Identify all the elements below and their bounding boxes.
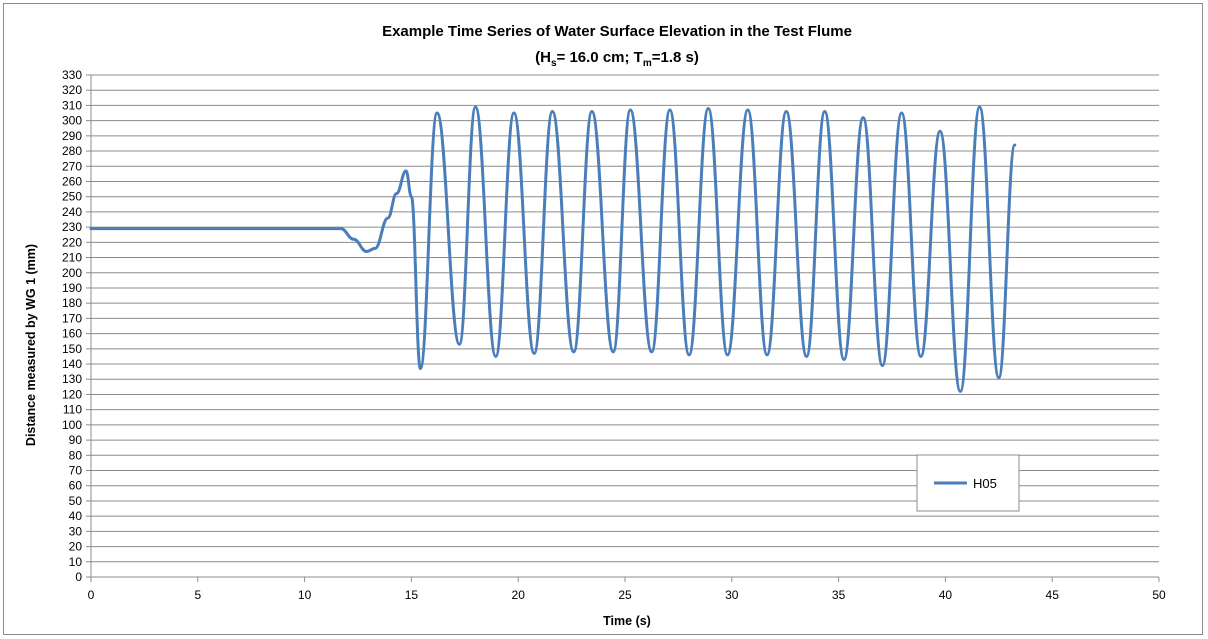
y-tick-label: 160 — [62, 327, 82, 341]
y-tick-label: 210 — [62, 251, 82, 265]
x-tick-label: 20 — [512, 588, 526, 602]
y-tick-label: 90 — [69, 433, 83, 447]
chart-frame: Example Time Series of Water Surface Ele… — [3, 3, 1203, 635]
y-tick-label: 260 — [62, 174, 82, 188]
y-tick-label: 130 — [62, 372, 82, 386]
y-tick-label: 230 — [62, 220, 82, 234]
y-tick-label: 150 — [62, 342, 82, 356]
subtitle-hs-subscript: s — [551, 58, 557, 69]
y-tick-label: 10 — [69, 555, 83, 569]
y-tick-label: 120 — [62, 387, 82, 401]
y-tick-label: 40 — [69, 509, 83, 523]
y-tick-label: 220 — [62, 235, 82, 249]
x-tick-label: 5 — [194, 588, 201, 602]
y-tick-label: 300 — [62, 114, 82, 128]
legend-box — [916, 454, 1020, 512]
chart-title: Example Time Series of Water Surface Ele… — [382, 23, 852, 40]
x-axis-tick-labels: 0 5 10 15 20 25 30 35 40 45 50 — [88, 588, 1166, 602]
x-tick-label: 30 — [725, 588, 739, 602]
y-tick-label: 320 — [62, 83, 82, 97]
y-tick-label: 30 — [69, 524, 83, 538]
y-tick-label: 270 — [62, 159, 82, 173]
y-tick-label: 330 — [62, 68, 82, 82]
x-tick-label: 25 — [618, 588, 632, 602]
y-tick-label: 80 — [69, 448, 83, 462]
x-tick-label: 0 — [88, 588, 95, 602]
legend-label: H05 — [973, 476, 997, 491]
y-tick-label: 240 — [62, 205, 82, 219]
line-chart: Example Time Series of Water Surface Ele… — [24, 23, 1166, 628]
y-tick-label: 250 — [62, 190, 82, 204]
x-tick-label: 15 — [405, 588, 419, 602]
y-tick-label: 20 — [69, 540, 83, 554]
y-tick-label: 110 — [63, 403, 82, 417]
x-tick-label: 10 — [298, 588, 312, 602]
y-tick-label: 100 — [62, 418, 82, 432]
y-tick-label: 290 — [62, 129, 82, 143]
legend: H05 — [916, 454, 1020, 512]
subtitle-tm-subscript: m — [643, 58, 652, 69]
y-tick-label: 280 — [62, 144, 82, 158]
x-tick-label: 50 — [1152, 588, 1166, 602]
y-axis-title: Distance measured by WG 1 (mm) — [24, 244, 38, 446]
x-tick-label: 45 — [1046, 588, 1060, 602]
y-tick-label: 170 — [62, 311, 82, 325]
y-tick-label: 200 — [62, 266, 82, 280]
chart-subtitle: (Hs= 16.0 cm; Tm=1.8 s) — [535, 49, 699, 69]
y-tick-label: 190 — [62, 281, 82, 295]
y-tick-label: 70 — [69, 464, 83, 478]
series-line-h05 — [89, 105, 1017, 393]
x-tick-label: 40 — [939, 588, 953, 602]
series-layer — [89, 105, 1017, 393]
y-tick-label: 0 — [75, 570, 82, 584]
y-tick-label: 310 — [62, 98, 82, 112]
axes — [86, 74, 1160, 582]
y-tick-label: 180 — [62, 296, 82, 310]
y-tick-label: 140 — [62, 357, 82, 371]
y-tick-label: 60 — [69, 479, 83, 493]
y-tick-label: 50 — [69, 494, 83, 508]
x-tick-label: 35 — [832, 588, 846, 602]
x-axis-title: Time (s) — [603, 614, 651, 628]
